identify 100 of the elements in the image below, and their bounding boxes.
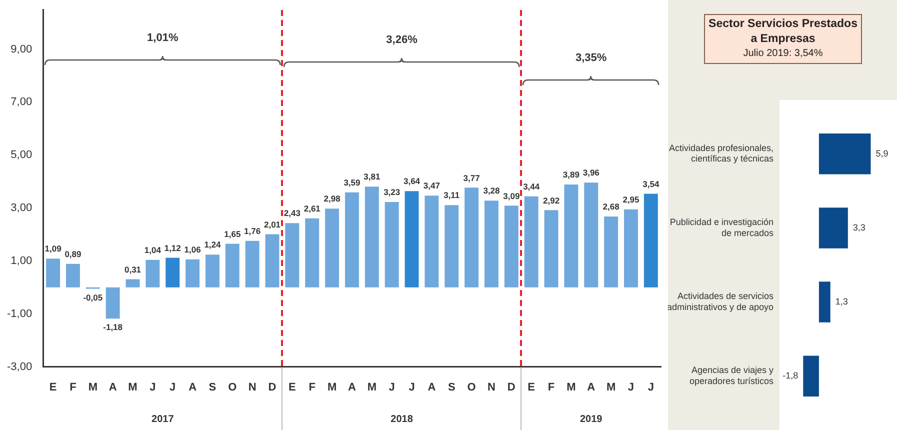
bar: [818, 208, 848, 248]
bar: [384, 202, 399, 288]
data-label: 3,89: [562, 170, 580, 180]
data-label: 3,28: [483, 186, 500, 196]
x-tick-label: M: [566, 381, 576, 394]
bar: [305, 218, 320, 288]
x-tick-label: J: [150, 381, 156, 394]
data-label: 3,44: [523, 181, 540, 192]
chart-title: Sector Servicios Prestados a Empresas: [708, 17, 858, 47]
data-label: 3,09: [503, 190, 520, 201]
data-label: 3,23: [384, 187, 400, 198]
data-label: 1,76: [244, 226, 261, 236]
text: 2019: [578, 414, 604, 425]
x-tick-label: A: [188, 381, 197, 394]
data-label: 2,92: [542, 195, 560, 206]
data-label: 1,06: [184, 244, 202, 254]
y-tick-label: 5,00: [10, 149, 32, 162]
data-label: 1,09: [44, 244, 62, 254]
x-tick-label: N: [248, 381, 256, 394]
annotation: 3,26%: [385, 34, 418, 46]
data-label: 3,47: [423, 180, 440, 191]
bar: [126, 279, 140, 288]
data-label: 0,89: [64, 248, 82, 259]
x-tick-label: J: [170, 381, 176, 394]
bar: [265, 234, 280, 288]
bar: [564, 184, 578, 288]
bar: [245, 240, 260, 288]
x-tick-label: M: [88, 381, 98, 394]
x-tick-label: M: [128, 381, 138, 394]
bar: [46, 258, 60, 288]
y-tick-label: 9,00: [10, 43, 32, 56]
y-tick-label: 3,00: [10, 202, 32, 214]
bar: [424, 196, 439, 288]
bar: [345, 192, 359, 288]
bar: [205, 254, 220, 288]
data-label: 3,11: [444, 190, 460, 200]
data-label: 2,68: [602, 202, 620, 212]
data-label: 1,65: [224, 228, 241, 239]
bar: [225, 244, 240, 288]
x-tick-label: A: [108, 381, 117, 394]
data-label: 1,24: [204, 240, 222, 250]
data-label: -0,05: [83, 292, 103, 302]
x-tick-label: A: [348, 381, 356, 394]
x-tick-label: S: [448, 381, 456, 394]
bar: [364, 186, 379, 288]
data-label: 2,98: [324, 194, 341, 204]
bar: [803, 356, 819, 397]
data-label: 3,96: [582, 168, 600, 178]
y-tick-label: Actividades profesionales, científicas y técnicas: [668, 142, 774, 164]
bar: [325, 208, 340, 288]
x-tick-label: A: [428, 381, 436, 394]
bar: [404, 191, 419, 288]
bar: [604, 216, 618, 288]
x-tick-label: D: [507, 381, 516, 394]
x-tick-label: D: [268, 381, 276, 394]
bar: [146, 260, 160, 288]
y-tick-label: Agencias de viajes y operadores turísticos: [689, 365, 774, 386]
y-tick-label: -1,00: [6, 308, 32, 320]
data-label: 3,59: [344, 178, 361, 188]
x-tick-label: N: [488, 381, 496, 394]
bar: [584, 182, 598, 288]
x-tick-label: E: [528, 381, 536, 394]
x-tick-label: E: [49, 381, 57, 394]
data-label: 3,3: [852, 222, 866, 232]
x-tick-label: S: [208, 381, 216, 394]
bar: [444, 205, 459, 288]
bar: [644, 194, 658, 288]
x-tick-label: F: [548, 381, 555, 394]
x-tick-label: F: [70, 381, 77, 394]
bar: [186, 259, 200, 288]
data-label: 3,64: [403, 176, 420, 186]
y-tick-label: 1,00: [10, 254, 32, 267]
x-tick-label: J: [628, 381, 634, 394]
x-tick-label: E: [288, 381, 296, 394]
x-tick-label: O: [228, 381, 238, 394]
data-label: 5,9: [876, 148, 888, 158]
bar: [106, 287, 120, 319]
data-label: 2,01: [264, 219, 281, 230]
data-label: 1,04: [144, 245, 162, 255]
bar: [504, 206, 518, 288]
bar: [484, 200, 498, 288]
data-label: 3,54: [642, 178, 660, 189]
bar: [464, 188, 479, 288]
text: 2017: [150, 414, 175, 425]
chart-subtitle: Julio 2019: 3,54%: [742, 47, 824, 61]
data-label: 1,12: [164, 242, 182, 253]
bar: [285, 223, 300, 288]
y-tick-label: 7,00: [10, 96, 32, 108]
x-tick-label: J: [408, 381, 415, 394]
x-tick-label: J: [388, 381, 395, 394]
bar: [544, 210, 558, 288]
x-tick-label: M: [327, 381, 337, 394]
x-tick-label: M: [367, 381, 376, 394]
data-label: 0,31: [124, 264, 142, 274]
bar: [66, 264, 80, 288]
x-tick-label: J: [648, 381, 654, 394]
data-label: 2,43: [284, 208, 301, 218]
x-tick-label: A: [587, 381, 596, 394]
text: 2018: [390, 414, 414, 425]
data-label: -1,18: [103, 322, 123, 332]
